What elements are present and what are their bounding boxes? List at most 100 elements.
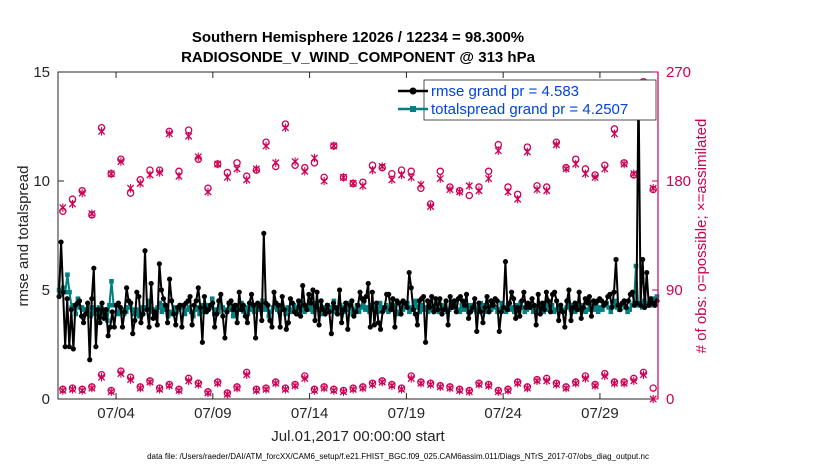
totalspread-point bbox=[654, 294, 660, 299]
rmse-point bbox=[558, 302, 564, 308]
rmse-point bbox=[388, 307, 394, 313]
totalspread-point bbox=[509, 305, 515, 310]
rmse-point bbox=[607, 291, 613, 297]
totalspread-point bbox=[182, 311, 188, 317]
rmse-point bbox=[562, 324, 568, 330]
totalspread-point bbox=[520, 305, 525, 310]
x-axis: 07/04 07/09 07/14 07/19 07/24 07/29 bbox=[97, 72, 619, 422]
obs-assimilated-marker bbox=[165, 381, 173, 390]
rmse-point bbox=[554, 298, 560, 304]
rmse-point bbox=[402, 300, 408, 306]
totalspread-point bbox=[329, 305, 335, 310]
totalspread-point bbox=[186, 305, 192, 310]
obs-assimilated-marker bbox=[368, 165, 377, 175]
x-tick-label: 07/19 bbox=[388, 405, 426, 422]
rmse-point bbox=[457, 293, 463, 300]
obs-assimilated-marker bbox=[330, 386, 338, 395]
obs-assimilated-marker bbox=[243, 175, 251, 184]
rmse-point bbox=[320, 307, 326, 313]
totalspread-point bbox=[230, 313, 236, 319]
totalspread-point bbox=[423, 305, 429, 310]
rmse-point bbox=[486, 309, 492, 315]
totalspread-point bbox=[457, 309, 463, 315]
rmse-point bbox=[570, 304, 576, 311]
rmse-point bbox=[572, 300, 578, 306]
obs-assimilated-marker bbox=[426, 380, 435, 389]
rmse-point bbox=[543, 289, 549, 295]
rmse-point bbox=[115, 300, 122, 306]
obs-assimilated-marker bbox=[475, 186, 483, 195]
obs-assimilated-marker bbox=[78, 386, 86, 395]
totalspread-point bbox=[419, 302, 425, 308]
rmse-point bbox=[435, 307, 441, 313]
rmse-point bbox=[83, 311, 89, 317]
rmse-point bbox=[517, 313, 523, 319]
rmse-point bbox=[613, 256, 619, 263]
rmse-point bbox=[195, 285, 201, 291]
totalspread-point bbox=[146, 298, 152, 304]
rmse-point bbox=[306, 291, 312, 297]
obs-assimilated-marker bbox=[175, 386, 183, 395]
rmse-point bbox=[271, 289, 277, 295]
rmse-point bbox=[162, 302, 169, 308]
totalspread-point bbox=[256, 307, 261, 312]
obs-assimilated-marker bbox=[233, 164, 241, 174]
rmse-point bbox=[152, 309, 158, 315]
rmse-point bbox=[316, 322, 322, 328]
obs-assimilated-marker bbox=[639, 370, 648, 379]
rmse-point bbox=[443, 298, 449, 304]
rmse-point bbox=[293, 311, 300, 317]
x-axis-label: Jul.01,2017 00:00:00 start bbox=[271, 428, 445, 445]
obs-assimilated-marker bbox=[620, 379, 628, 388]
totalspread-point bbox=[136, 313, 142, 319]
rmse-point bbox=[119, 324, 126, 330]
rmse-point bbox=[160, 296, 167, 302]
rmse-point bbox=[609, 304, 615, 311]
rmse-point bbox=[582, 296, 588, 302]
rmse-point bbox=[179, 324, 185, 330]
totalspread-point bbox=[157, 300, 163, 306]
rmse-point bbox=[187, 293, 193, 300]
obs-assimilated-marker bbox=[514, 379, 522, 388]
rmse-point bbox=[472, 296, 478, 302]
obs-assimilated-marker bbox=[59, 386, 67, 395]
rmse-point bbox=[373, 300, 380, 306]
rmse-point bbox=[277, 324, 283, 330]
rmse-point bbox=[220, 313, 226, 319]
rmse-point bbox=[242, 313, 248, 319]
rmse-point bbox=[523, 304, 529, 311]
totalspread-point bbox=[197, 311, 202, 317]
rmse-point bbox=[637, 302, 644, 308]
rmse-point bbox=[296, 298, 302, 304]
totalspread-point bbox=[159, 309, 165, 315]
totalspread-point bbox=[134, 307, 139, 312]
obs-assimilated-marker bbox=[378, 377, 386, 387]
totalspread-point bbox=[392, 302, 398, 308]
rmse-point bbox=[361, 298, 367, 304]
rmse-point bbox=[68, 307, 74, 313]
obs-assimilated-marker bbox=[649, 184, 657, 193]
obs-assimilated-marker bbox=[117, 157, 125, 166]
obs-assimilated-marker bbox=[281, 123, 290, 132]
x-tick-label: 07/09 bbox=[194, 405, 232, 422]
rmse-point bbox=[210, 300, 216, 306]
totalspread-point bbox=[499, 300, 505, 306]
rmse-point bbox=[377, 326, 384, 332]
rmse-point bbox=[541, 307, 547, 313]
rmse-point bbox=[515, 304, 521, 311]
totalspread-point bbox=[172, 305, 177, 310]
y-axis-left-label: rmse and totalspread bbox=[15, 166, 32, 307]
obs-assimilated-marker bbox=[397, 170, 406, 180]
rmse-point bbox=[396, 300, 402, 306]
rmse-point bbox=[363, 293, 369, 300]
obs-assimilated-marker bbox=[562, 164, 570, 174]
rmse-point bbox=[404, 304, 410, 311]
rmse-point bbox=[508, 289, 515, 295]
totalspread-point bbox=[591, 307, 597, 312]
rmse-point bbox=[62, 344, 68, 350]
obs-assimilated-marker bbox=[543, 376, 551, 386]
totalspread-point bbox=[247, 307, 253, 312]
rmse-point bbox=[586, 293, 592, 300]
rmse-point bbox=[556, 317, 562, 324]
rmse-point bbox=[185, 298, 191, 304]
